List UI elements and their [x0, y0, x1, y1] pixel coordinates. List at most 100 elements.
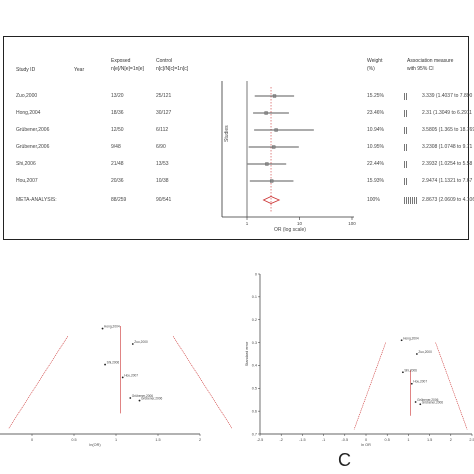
control-value: 10/38	[156, 178, 169, 184]
weight-bar	[404, 144, 407, 151]
header-study: Study ID	[16, 67, 36, 73]
study-label: Zuo,2000	[16, 93, 38, 99]
funnel-y-tick-label: 0.4	[252, 364, 257, 368]
weight-value: 23.46%	[367, 110, 384, 116]
exposed-value: 18/36	[111, 110, 124, 116]
funnel-point-label: Grübener,2006	[141, 397, 162, 401]
funnel-point	[410, 382, 413, 385]
funnel-point	[419, 403, 422, 406]
control-value: 25/121	[156, 93, 172, 99]
funnel-plot-right: -2.5 -2 -1.5 -1 -0.5 0 0.5 1 1.5 2 2.5 0.7 0.6 0.5 0.4…	[245, 272, 474, 447]
funnel-x-tick-label: -1.5	[299, 438, 306, 442]
funnel-point-label: Hong,2004	[403, 336, 419, 340]
study-label: Hong,2004	[16, 110, 41, 116]
funnel-point	[415, 353, 418, 355]
funnel-point-label: Hong,2004	[104, 325, 120, 329]
funnel-x-axis-label: ln(OR)	[89, 443, 101, 447]
forest-point	[272, 145, 276, 149]
funnel-point	[138, 399, 141, 402]
funnel-x-tick-label: -1	[322, 438, 325, 442]
control-value: 6/112	[156, 127, 169, 133]
funnel-y-tick-label: 0	[255, 272, 257, 276]
forest-x-tick-label: 10	[297, 221, 303, 226]
funnel-point-label: Grübener,2006	[132, 394, 153, 398]
weight-bar	[404, 178, 407, 185]
control-value: 6/90	[156, 144, 166, 150]
funnel-x-tick-label: 1.5	[427, 438, 432, 442]
funnel-point	[104, 363, 106, 366]
exposed-value: 21/48	[111, 161, 124, 167]
ci-value: 2.8673 (2.0609 to 4.1063	[422, 197, 474, 203]
funnel-ci-curve-left	[353, 342, 386, 430]
funnel-point	[400, 339, 403, 342]
control-value: 90/541	[156, 197, 172, 203]
funnel-point-label: Hou,2007	[124, 373, 138, 377]
funnel-point	[131, 343, 134, 345]
ci-value: 3.2308 (1.0748 to 9.71	[422, 144, 473, 150]
weight-value: 15.25%	[367, 93, 384, 99]
ci-value: 3.5805 (1.365 to 18.769	[422, 127, 474, 133]
funnel-plot-left: 0 0.5 1 1.5 2 ln(OR) Hong,2004 Zuo,2000 Shi,2006…	[0, 325, 232, 447]
header-control: Control	[156, 58, 173, 64]
funnel-x-tick-label: 2	[450, 438, 452, 442]
ci-value: 2.9474 (1.1321 to 7.67	[422, 178, 473, 184]
funnel-y-tick-label: 0.1	[252, 295, 257, 299]
funnel-point-label: Hou,2007	[413, 380, 427, 384]
funnel-point-label: Zuo,2000	[134, 340, 148, 344]
exposed-value: 9/48	[111, 144, 121, 150]
funnel-x-tick-label: 0.5	[385, 438, 390, 442]
funnel-y-tick-label: 0.2	[252, 318, 257, 322]
header-control-sub: n[c]/N[c]=1n[c]	[156, 66, 189, 72]
funnel-y-tick-label: 0.6	[252, 409, 257, 413]
forest-pooled-diamond	[262, 196, 281, 204]
funnel-x-axis-label: ln OR	[361, 443, 371, 447]
exposed-value: 20/36	[111, 178, 124, 184]
funnel-ci-curve-right	[435, 342, 468, 430]
funnel-point-label: Shi,2006	[107, 361, 120, 365]
funnel-y-tick-label: 0.7	[252, 432, 257, 436]
header-assoc: Association measure	[407, 58, 454, 64]
weight-value: 100%	[367, 197, 380, 203]
study-label: META-ANALYSIS:	[16, 197, 57, 203]
funnel-point	[121, 376, 124, 379]
exposed-value: 88/259	[111, 197, 127, 203]
forest-plot-svg: 1 10 100	[221, 81, 356, 226]
forest-x-tick-label: 1	[246, 221, 249, 226]
funnel-point	[401, 371, 404, 374]
funnel-x-tick-label: 1.5	[155, 438, 160, 442]
funnel-point-label: Grübener,2006	[417, 398, 438, 402]
funnel-ci-curve-left	[8, 336, 69, 430]
study-label: Grübener,2006	[16, 144, 50, 150]
weight-value: 10.94%	[367, 127, 384, 133]
funnel-x-tick-label: -2	[280, 438, 283, 442]
weight-bar	[404, 110, 407, 117]
exposed-value: 12/50	[111, 127, 124, 133]
funnel-x-tick-label: 1	[115, 438, 117, 442]
funnel-x-tick-label: -2.5	[257, 438, 264, 442]
forest-point	[265, 162, 269, 166]
forest-point	[264, 111, 268, 115]
funnel-x-tick-label: -0.5	[342, 438, 349, 442]
header-exposed-sub: n[e]/N[e]=1n[e]	[111, 66, 144, 72]
study-label: Shi,2006	[16, 161, 36, 167]
control-value: 13/53	[156, 161, 169, 167]
forest-point	[269, 179, 274, 183]
weight-bar	[404, 93, 407, 100]
funnel-x-tick-label: 0.5	[71, 438, 76, 442]
panel-label-c: C	[338, 450, 351, 470]
ci-value: 2.3932 (1.0254 to 5.58	[422, 161, 473, 167]
funnel-x-tick-label: 2	[199, 438, 201, 442]
funnel-x-tick-label: 0	[31, 438, 33, 442]
forest-point	[274, 128, 278, 132]
weight-value: 22.44%	[367, 161, 384, 167]
weight-bar	[404, 127, 407, 134]
funnel-x-tick-label: 0	[365, 438, 367, 442]
weight-value: 10.95%	[367, 144, 384, 150]
weight-bar	[404, 161, 407, 168]
header-weight: Weight	[367, 58, 383, 64]
forest-plot-panel: Study ID Year Exposed n[e]/N[e]=1n[e] Co…	[3, 36, 474, 240]
funnel-point	[101, 327, 104, 330]
funnel-y-axis-label: Standard error	[245, 341, 249, 366]
funnel-point-label: Shi,2006	[404, 368, 417, 372]
funnel-point-label: Zuo,2000	[418, 350, 432, 354]
